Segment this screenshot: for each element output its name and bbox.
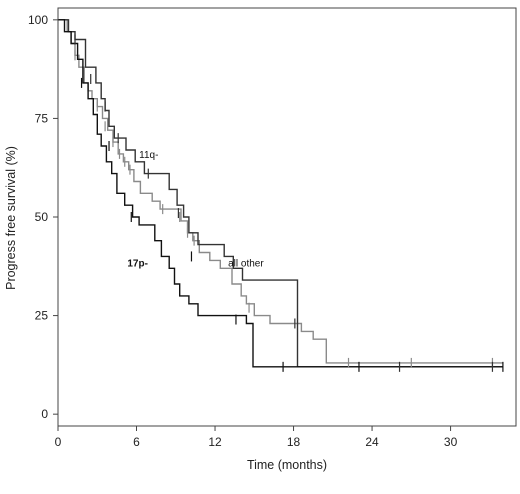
x-tick-label: 6 <box>133 435 140 449</box>
annotation-label: 11q- <box>139 150 158 161</box>
x-tick-label: 0 <box>55 435 62 449</box>
y-tick-label: 50 <box>35 210 49 224</box>
annotation-label: all other <box>228 258 264 269</box>
x-tick-label: 12 <box>208 435 222 449</box>
x-axis-title: Time (months) <box>247 458 327 472</box>
x-tick-label: 18 <box>287 435 301 449</box>
annotation-label: 17p- <box>127 258 148 269</box>
annotations-layer: 11q- 17p-all other <box>127 150 264 269</box>
series-line-17p <box>58 19 503 368</box>
x-tick-label: 30 <box>444 435 458 449</box>
series-line-all-other <box>58 19 503 364</box>
series-layer <box>58 19 503 368</box>
y-tick-label: 0 <box>41 407 48 421</box>
censor-marks-layer <box>74 34 504 372</box>
y-tick-label: 100 <box>28 13 48 27</box>
y-tick-label: 75 <box>35 111 49 125</box>
series-line-11q <box>58 19 503 368</box>
x-tick-label: 24 <box>365 435 379 449</box>
y-axis-title: Progress free survival (%) <box>4 146 18 290</box>
axes-layer: 0 6 12 18 24 30 0 25 50 75 100 <box>28 13 458 449</box>
y-tick-label: 25 <box>35 309 49 323</box>
